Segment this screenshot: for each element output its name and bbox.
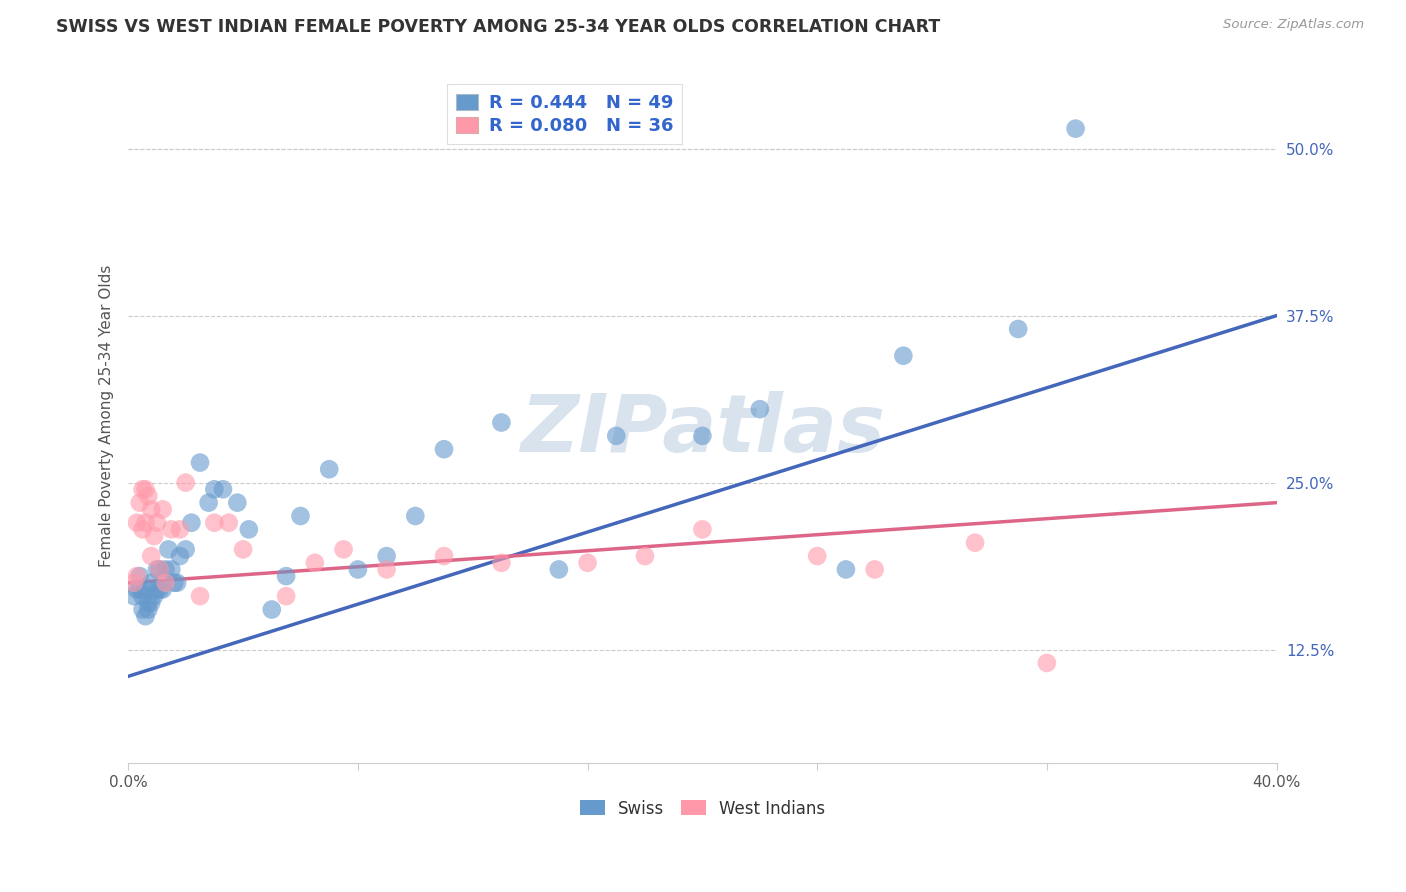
Swiss [131,602,153,616]
Swiss [404,508,426,523]
West Indians [155,575,177,590]
West Indians [863,562,886,576]
Text: ZIPatlas: ZIPatlas [520,391,884,468]
Swiss [547,562,569,576]
Swiss [1007,322,1029,336]
West Indians [160,522,183,536]
West Indians [128,496,150,510]
Swiss [125,582,148,597]
West Indians [138,489,160,503]
Swiss [160,562,183,576]
Swiss [155,562,177,576]
Swiss [131,589,153,603]
Swiss [149,582,172,597]
West Indians [146,516,169,530]
Swiss [260,602,283,616]
Swiss [128,582,150,597]
Swiss [835,562,858,576]
West Indians [125,516,148,530]
West Indians [433,549,456,563]
West Indians [806,549,828,563]
West Indians [232,542,254,557]
West Indians [692,522,714,536]
Swiss [238,522,260,536]
Swiss [146,582,169,597]
Swiss [1064,121,1087,136]
West Indians [332,542,354,557]
Text: SWISS VS WEST INDIAN FEMALE POVERTY AMONG 25-34 YEAR OLDS CORRELATION CHART: SWISS VS WEST INDIAN FEMALE POVERTY AMON… [56,18,941,36]
Swiss [748,402,770,417]
Swiss [143,589,166,603]
Swiss [141,575,163,590]
Swiss [276,569,298,583]
Swiss [692,429,714,443]
Swiss [138,602,160,616]
West Indians [634,549,657,563]
Swiss [375,549,398,563]
Swiss [141,596,163,610]
West Indians [202,516,225,530]
West Indians [131,483,153,497]
Swiss [212,483,235,497]
West Indians [125,569,148,583]
Swiss [174,542,197,557]
West Indians [122,575,145,590]
Swiss [138,596,160,610]
West Indians [169,522,191,536]
Swiss [128,569,150,583]
West Indians [1036,656,1059,670]
Swiss [146,562,169,576]
Swiss [226,496,249,510]
West Indians [304,556,326,570]
Text: Source: ZipAtlas.com: Source: ZipAtlas.com [1223,18,1364,31]
Swiss [149,562,172,576]
Swiss [166,575,188,590]
Swiss [202,483,225,497]
West Indians [149,562,172,576]
West Indians [143,529,166,543]
Swiss [134,582,156,597]
Swiss [290,508,312,523]
Swiss [197,496,219,510]
Swiss [433,442,456,457]
West Indians [965,535,987,549]
Swiss [134,609,156,624]
Y-axis label: Female Poverty Among 25-34 Year Olds: Female Poverty Among 25-34 Year Olds [100,265,114,567]
Swiss [491,416,513,430]
West Indians [491,556,513,570]
West Indians [152,502,174,516]
West Indians [141,549,163,563]
West Indians [134,516,156,530]
Swiss [122,589,145,603]
Swiss [163,575,186,590]
West Indians [141,502,163,516]
West Indians [576,556,599,570]
West Indians [218,516,240,530]
Swiss [188,456,211,470]
West Indians [134,483,156,497]
Swiss [180,516,202,530]
Swiss [318,462,340,476]
Swiss [891,349,914,363]
Legend: Swiss, West Indians: Swiss, West Indians [572,793,832,824]
Swiss [157,542,180,557]
West Indians [174,475,197,490]
Swiss [605,429,627,443]
West Indians [276,589,298,603]
Swiss [347,562,370,576]
West Indians [375,562,398,576]
Swiss [152,582,174,597]
Swiss [169,549,191,563]
West Indians [188,589,211,603]
West Indians [131,522,153,536]
